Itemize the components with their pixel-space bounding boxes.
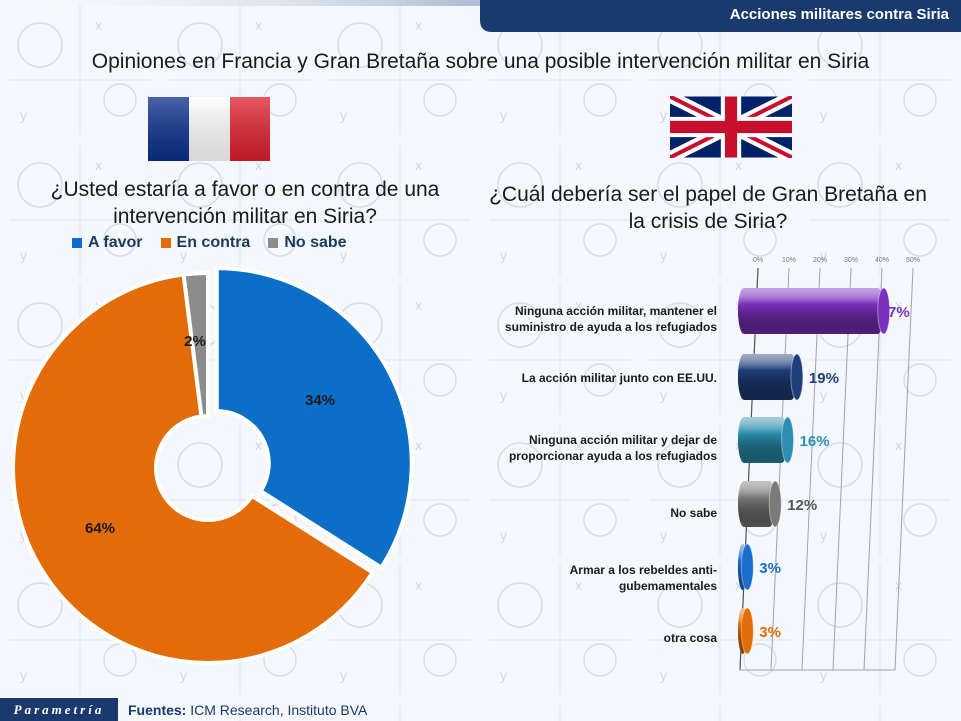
gridline-5 (894, 267, 914, 671)
bar-value-label-4: 3% (759, 560, 781, 577)
bar-shade-2 (738, 417, 788, 463)
france-question-title: ¿Usted estaría a favor o en contra de un… (50, 178, 440, 228)
bar-shade-1 (738, 354, 797, 400)
legend-item-nosabe: No sabe (268, 234, 347, 252)
gridline-3 (832, 267, 852, 671)
uk-flag-icon (670, 96, 792, 158)
gridline-2 (801, 267, 821, 671)
legend-label-contra: En contra (176, 234, 251, 251)
bar-value-label-0: 47% (880, 304, 910, 321)
bar-axis (739, 267, 759, 671)
legend-swatch-favor (72, 238, 82, 248)
pie-label-2: 2% (184, 333, 206, 350)
tick-label-2: 20% (813, 257, 827, 264)
bar-cap-3 (768, 480, 782, 528)
bar-category-label-1: La acción militar junto con EE.UU. (521, 371, 717, 385)
page-title: Opiniones en Francia y Gran Bretaña sobr… (91, 50, 870, 73)
bar-category-label-3: No sabe (670, 506, 717, 520)
bar-cap-5 (740, 607, 754, 655)
pie-slice-0 (214, 266, 414, 571)
bar-cap-4 (740, 543, 754, 591)
tick-label-1: 10% (782, 257, 796, 264)
legend-item-favor: A favor (72, 234, 143, 252)
bar-category-label-0: Ninguna acción militar, mantener el sumi… (504, 304, 717, 334)
header-title: Acciones militares contra Siria (729, 6, 949, 23)
tick-label-4: 40% (875, 257, 889, 264)
bar-category-label-4: Armar a los rebeldes anti-gubemamentales (569, 563, 717, 593)
tick-label-0: 0% (753, 257, 763, 264)
sources-text: ICM Research, Instituto BVA (190, 702, 368, 718)
bar-category-label-2: Ninguna acción militar y dejar de propor… (508, 433, 717, 463)
france-flag-icon (148, 97, 270, 161)
legend-label-nosabe: No sabe (284, 234, 347, 251)
bar-cap-2 (781, 416, 795, 464)
bar-value-label-2: 16% (800, 433, 830, 450)
pie-label-0: 34% (305, 392, 335, 409)
bar-value-label-5: 3% (759, 624, 781, 641)
header-bar (0, 0, 961, 32)
footer-sources: Fuentes: ICM Research, Instituto BVA (128, 702, 367, 718)
legend-item-contra: En contra (160, 234, 251, 252)
bar-category-label-5: otra cosa (663, 631, 717, 645)
bar-value-label-1: 19% (809, 370, 839, 387)
tick-label-5: 50% (906, 257, 920, 264)
pie-label-1: 64% (85, 520, 115, 537)
gridline-4 (863, 267, 883, 671)
bar-shade-0 (738, 288, 884, 334)
parametria-logo: Parametría (0, 698, 118, 721)
legend-swatch-contra (160, 238, 171, 248)
uk-question-title: ¿Cuál debería ser el papel de Gran Breta… (489, 183, 927, 233)
sources-label: Fuentes: (128, 702, 187, 718)
pie-slice-2 (181, 270, 210, 419)
bar-cap-0 (877, 287, 891, 335)
gridline-1 (770, 267, 790, 671)
pie-slice-1 (11, 272, 376, 665)
tick-label-3: 30% (844, 257, 858, 264)
bar-shade-3 (738, 481, 776, 527)
bar-gridlines (739, 267, 914, 671)
pie-legend: A favor En contra No sabe (72, 234, 347, 252)
bar-cap-1 (790, 353, 804, 401)
bar-value-label-3: 12% (787, 497, 817, 514)
legend-swatch-nosabe (268, 238, 279, 248)
legend-label-favor: A favor (88, 234, 143, 251)
